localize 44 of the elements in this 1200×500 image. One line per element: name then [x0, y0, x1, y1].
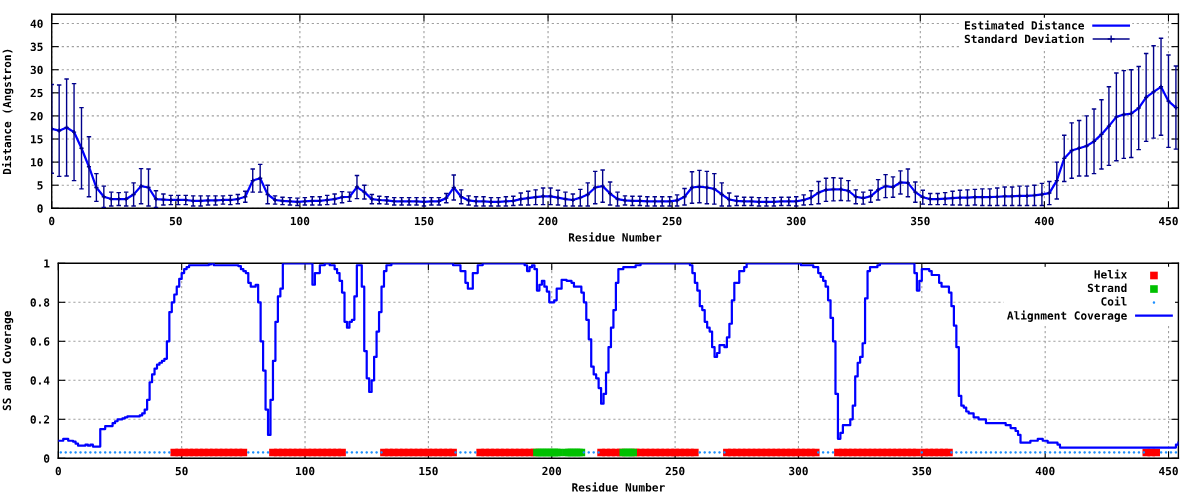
x-axis-title: Residue Number	[568, 232, 662, 242]
legend-label: Helix	[1094, 269, 1127, 279]
x-tick-label: 450	[1158, 216, 1178, 226]
x-tick-label: 400	[1034, 216, 1054, 226]
y-tick-label: 0	[43, 454, 50, 463]
y-tick-label: 0	[37, 204, 43, 213]
legend-label: Standard Deviation	[964, 33, 1084, 44]
x-tick-label: 450	[1159, 466, 1178, 476]
x-tick-label: 150	[419, 466, 438, 476]
y-tick-label: 5	[37, 181, 43, 190]
y-tick-label: 20	[30, 111, 43, 121]
x-tick-label: 200	[538, 216, 558, 226]
y-tick-label: 0.8	[30, 298, 50, 307]
x-tick-label: 300	[789, 466, 808, 476]
y-tick-label: 25	[30, 88, 43, 98]
y-tick-label: 0.4	[30, 376, 50, 385]
x-axis-title: Residue Number	[572, 482, 665, 492]
x-tick-label: 350	[910, 216, 930, 226]
x-tick-label: 250	[665, 466, 685, 476]
x-tick-label: 100	[290, 216, 310, 226]
x-tick-label: 400	[1035, 466, 1055, 476]
y-tick-label: 35	[30, 42, 43, 52]
x-tick-label: 100	[296, 466, 315, 476]
y-tick-label: 1	[44, 259, 50, 268]
y-tick-label: 15	[31, 135, 43, 144]
y-tick-label: 10	[31, 158, 43, 167]
y-tick-label: 40	[30, 19, 43, 28]
x-tick-label: 0	[55, 466, 61, 476]
y-axis-title: Distance (Angstron)	[2, 49, 14, 175]
legend-label: Strand	[1087, 283, 1127, 293]
y-axis-title: SS and Coverage	[2, 311, 14, 411]
x-tick-label: 50	[175, 466, 188, 476]
legend-label: Estimated Distance	[964, 20, 1085, 30]
y-tick-label: 30	[30, 65, 43, 75]
y-tick-label: 0.6	[30, 337, 50, 346]
legend-label: Alignment Coverage	[1007, 310, 1127, 322]
x-tick-label: 250	[662, 216, 682, 226]
x-tick-label: 200	[542, 466, 562, 476]
x-tick-label: 50	[169, 216, 182, 226]
x-tick-label: 350	[912, 466, 932, 476]
y-tick-label: 0.2	[30, 415, 50, 424]
x-tick-label: 300	[786, 216, 806, 226]
x-tick-label: 150	[414, 216, 434, 226]
legend-label: Coil	[1101, 296, 1127, 306]
